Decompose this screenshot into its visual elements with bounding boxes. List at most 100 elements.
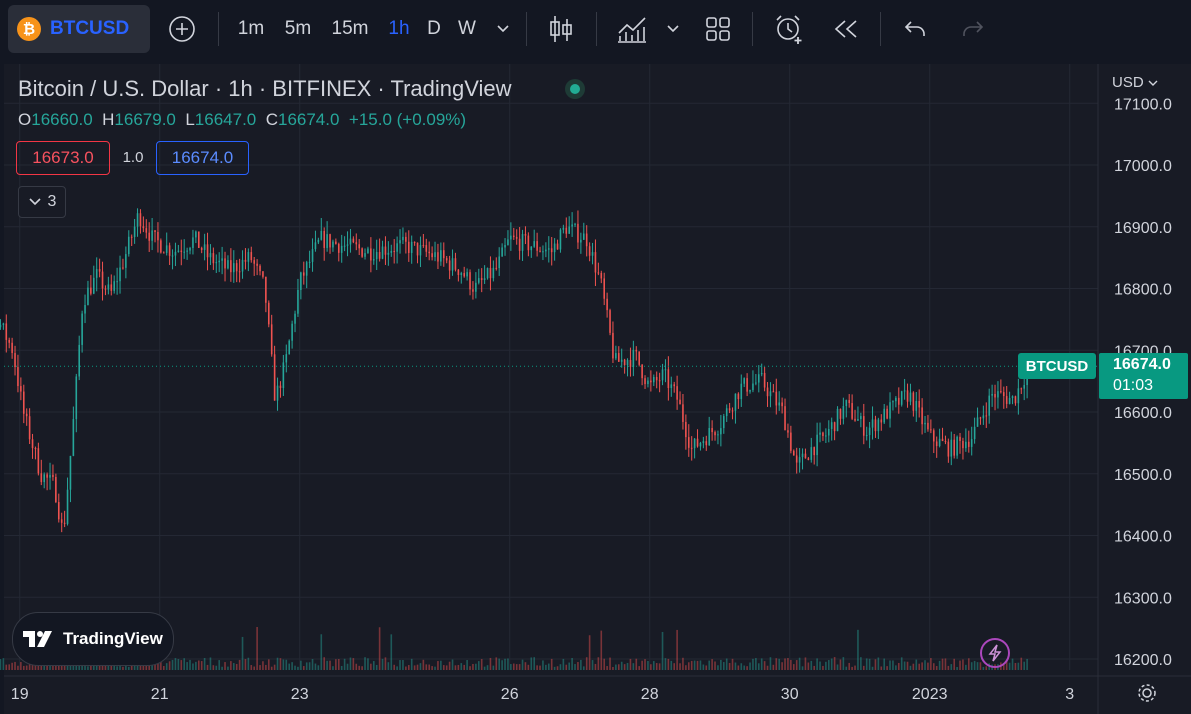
high-value: 16679.0 [114, 110, 176, 129]
candle-body [988, 395, 991, 416]
candle-body [17, 367, 19, 387]
candle-body [253, 260, 256, 264]
volume-bar [375, 664, 378, 670]
volume-bar [232, 663, 235, 670]
candle-body [28, 416, 31, 440]
last-price-label: 16674.0 01:03 [1099, 353, 1188, 400]
undo-icon [904, 21, 925, 36]
candle-body [355, 242, 358, 245]
volume-bar [454, 665, 457, 670]
x-tick-label: 28 [641, 686, 659, 703]
volume-bar [874, 659, 877, 670]
bitcoin-icon: ₿ [17, 17, 41, 41]
candle-body [547, 248, 550, 250]
candle-body [495, 267, 498, 269]
candle-body [25, 413, 28, 417]
interval-d[interactable]: D [427, 18, 441, 39]
indicators-button[interactable] [614, 0, 650, 58]
volume-bar [839, 659, 842, 670]
compare-button[interactable] [164, 0, 200, 58]
volume-bar [326, 660, 328, 670]
chart-type-button[interactable] [544, 0, 578, 58]
volume-bar [5, 664, 8, 670]
volume-bar [673, 663, 676, 670]
candle-body [410, 241, 413, 253]
volume-bar [807, 662, 810, 670]
candle-body [658, 380, 661, 382]
volume-bar [483, 666, 486, 670]
market-status-indicator[interactable] [565, 79, 585, 99]
candle-body [670, 384, 673, 389]
y-tick-label: 17000.0 [1114, 158, 1172, 175]
chart-settings-button[interactable] [1136, 682, 1158, 709]
candle-body [935, 441, 938, 447]
chart-pane[interactable] [4, 64, 1191, 714]
candle-body [130, 236, 133, 238]
candle-body [337, 243, 340, 253]
candle-body [734, 393, 737, 411]
layout-button[interactable] [700, 0, 736, 58]
replay-button[interactable] [828, 0, 864, 58]
volume-bar [687, 662, 690, 670]
candle-body [46, 474, 48, 478]
volume-bar [294, 665, 296, 670]
tradingview-logo[interactable]: TradingView [12, 612, 174, 666]
candle-body [530, 246, 533, 251]
volume-bar [518, 664, 521, 670]
tradingview-logo-icon [23, 631, 52, 647]
candle-body [1020, 388, 1023, 390]
volume-bar [547, 663, 550, 670]
volume-bar [445, 665, 448, 670]
currency-selector[interactable]: USD [1112, 74, 1159, 91]
candle-body [340, 245, 343, 253]
candle-body [585, 233, 588, 247]
indicators-dropdown[interactable] [660, 0, 686, 58]
candle-body [428, 251, 431, 254]
candle-body [606, 298, 608, 311]
volume-bar [317, 665, 320, 670]
indicators-toggle[interactable]: 3 [18, 186, 66, 218]
interval-15m[interactable]: 15m [331, 18, 369, 39]
volume-bar [912, 663, 915, 670]
open-value: 16660.0 [31, 110, 93, 129]
interval-1h[interactable]: 1h [388, 18, 410, 39]
volume-bar [451, 659, 454, 670]
candle-body [183, 251, 186, 253]
volume-bar [390, 634, 393, 670]
candle-body [486, 268, 489, 279]
candle-body [690, 447, 693, 449]
sell-button[interactable]: 16673.0 [16, 141, 110, 175]
candle-body [197, 231, 200, 248]
buy-button[interactable]: 16674.0 [156, 141, 249, 175]
undo-button[interactable] [898, 0, 932, 58]
candle-body [317, 239, 320, 243]
candle-body [372, 259, 375, 261]
volume-bar [410, 658, 413, 670]
candle-body [323, 230, 326, 248]
volume-bar [92, 663, 95, 670]
redo-button[interactable] [956, 0, 990, 58]
volume-bar [775, 658, 778, 670]
volume-bar [387, 662, 390, 670]
volume-bar [705, 665, 708, 670]
intervals-dropdown[interactable] [490, 0, 516, 58]
y-tick-label: 17100.0 [1114, 96, 1172, 113]
candle-body [154, 230, 156, 232]
interval-1m[interactable]: 1m [237, 18, 265, 39]
candle-body [667, 369, 670, 389]
volume-bar [428, 664, 431, 670]
candle-body [477, 278, 480, 283]
symbol-search-button[interactable]: ₿ BTCUSD [8, 5, 150, 53]
candle-body [1008, 397, 1011, 404]
volume-bar [329, 660, 331, 670]
volume-bar [215, 665, 218, 670]
volume-bar [967, 658, 970, 670]
interval-w[interactable]: W [458, 18, 476, 39]
lightning-button[interactable] [980, 638, 1010, 668]
volume-bar [600, 630, 603, 670]
interval-5m[interactable]: 5m [284, 18, 312, 39]
candle-body [819, 432, 821, 435]
create-alert-button[interactable] [770, 0, 808, 58]
candle-body [790, 432, 792, 451]
